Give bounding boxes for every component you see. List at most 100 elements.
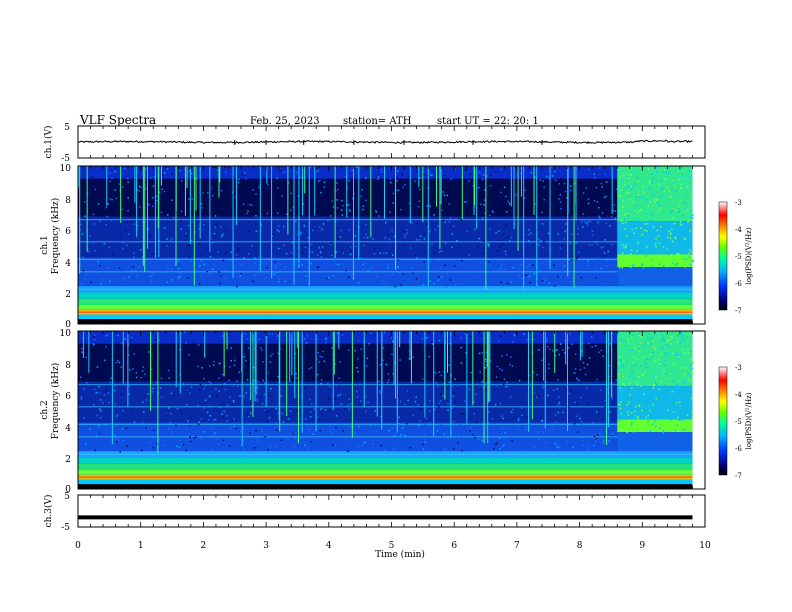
ch1-spec-noise — [518, 275, 521, 277]
ch2-spec-noise — [530, 380, 533, 382]
ch2-spec-late-noise — [654, 382, 656, 384]
ch1-spec-noise — [387, 188, 390, 190]
ch2-spec-noise — [206, 411, 209, 414]
ch2-spec-late-noise — [657, 359, 660, 361]
ch1-spec-late-noise — [685, 239, 688, 242]
ch2-spec-noise — [210, 382, 213, 384]
ch1-spec-late-noise — [682, 167, 684, 169]
ch2-spec-noise — [356, 384, 359, 386]
ch2-spec-noise — [501, 427, 503, 429]
ch1-spec-noise — [123, 276, 125, 279]
ch1-spec-noise — [581, 226, 584, 228]
ch2-spec-noise — [222, 439, 225, 442]
ch1-spec-noise — [500, 168, 502, 171]
ch1-spec-noise — [147, 228, 150, 230]
ch1-spec-late-noise — [644, 259, 646, 262]
ch1-spec-late-noise — [652, 226, 655, 228]
ch2-spec-late-noise — [635, 406, 637, 408]
ch2-spec-noise — [593, 444, 595, 447]
ch2-spec-noise — [412, 356, 415, 358]
ch1-spec-noise — [433, 214, 435, 216]
ch1-spec-noise — [438, 276, 440, 278]
ch1-spec-noise — [497, 269, 499, 272]
ch1-spec-noise — [406, 232, 408, 234]
ch2-spec-noise — [150, 368, 153, 371]
ch2-spec-noise — [564, 347, 566, 349]
ch1-spec-noise — [214, 215, 217, 217]
ch2-spec-late-noise — [629, 375, 631, 377]
ch2-spec-noise — [385, 363, 388, 366]
ch1-spec-noise — [303, 224, 306, 227]
ch1-spec-noise — [349, 210, 351, 212]
ch2-spec-noise — [334, 362, 337, 365]
ch1-spec-noise — [450, 178, 453, 180]
ch2-spec-noise — [435, 372, 437, 374]
ch2-spec-noise — [373, 333, 376, 336]
ch1-spec-late-noise — [617, 212, 620, 215]
ch2-spec-late-noise — [672, 411, 675, 413]
ch1-spec-noise — [484, 189, 486, 191]
ch2-spec-noise — [498, 437, 501, 439]
ch1-spec-noise — [281, 211, 284, 214]
ch2-spec-ytick-0: 0 — [65, 485, 71, 495]
ch2-spec-late-noise — [633, 384, 636, 386]
ch1-spec-late-noise — [655, 166, 657, 168]
ch2-spec-late-noise — [638, 405, 641, 407]
ch1-spec-late-noise — [665, 173, 668, 175]
ch2-spec-noise — [354, 349, 357, 352]
ch1-spec-noise — [419, 177, 421, 179]
ch2-spec-noise — [243, 355, 245, 358]
ch1-spec-late-noise — [688, 249, 691, 251]
ch1-spec-late-noise — [652, 198, 654, 200]
ch1-spec-late-band — [617, 254, 693, 268]
ch1-spec-noise — [155, 195, 158, 198]
ch1-spec-late-noise — [641, 263, 643, 265]
ch2-spec-noise — [270, 446, 272, 448]
ch1-spec-noise — [191, 226, 193, 229]
ch2-spec-noise — [576, 431, 579, 433]
ch2-spec-late-noise — [681, 400, 684, 402]
ch1-spec-noise — [539, 178, 542, 181]
ch1-spec-channel-label: ch.1 — [40, 235, 50, 254]
ch2-spec-noise — [310, 366, 313, 369]
ch2-spec-noise — [253, 392, 255, 395]
ch1-spec-late-noise — [671, 181, 674, 184]
ch2-spec-noise — [188, 389, 190, 391]
ch2-spec-late-noise — [644, 411, 646, 414]
ch1-spec-noise — [198, 282, 201, 285]
ch1-spec-noise — [587, 220, 590, 223]
ch2-spec-noise — [478, 352, 481, 355]
ch1-spec-late-noise — [626, 243, 629, 246]
ch1-spec-noise — [512, 183, 515, 185]
ch2-spec-noise — [130, 340, 132, 342]
ch1-spec-noise — [300, 177, 303, 179]
ch2-spec-late-noise — [670, 371, 673, 374]
ch2-spec-late-noise — [688, 351, 690, 354]
ch2-spec-late-noise — [622, 364, 625, 366]
ch1-spec-noise — [81, 233, 84, 236]
ch2-spec-noise — [610, 382, 612, 385]
ch2-spec-noise — [559, 343, 562, 345]
ch1-spec-late-noise — [655, 245, 657, 248]
ch1-spec-noise — [288, 190, 291, 193]
ch1-spec-noise — [354, 235, 356, 237]
ch2-spec-late-noise — [669, 398, 672, 401]
ch2-spec-late-noise — [648, 358, 651, 361]
ch2-spec-late-noise — [638, 419, 640, 422]
ch2-spec-noise — [555, 421, 558, 423]
ch2-spec-late-noise — [676, 416, 679, 419]
ch1-spec-late-noise — [643, 191, 645, 194]
ch1-spec-noise — [527, 228, 530, 231]
ch1-spec-noise — [334, 259, 336, 261]
ch1-spec-noise — [355, 245, 358, 248]
ch2-spec-noise — [511, 341, 514, 343]
ch2-spec-noise — [222, 345, 224, 348]
ch1-spec-noise — [570, 259, 573, 261]
ch2-spec-noise — [538, 349, 540, 351]
ch2-spec-noise — [386, 397, 389, 399]
ch2-spec-late-noise — [620, 338, 622, 340]
ch2-spec-late-noise — [691, 411, 694, 414]
ch2-spec-noise — [203, 431, 206, 433]
ch1-spec-noise — [275, 218, 278, 221]
ch1-spec-noise — [411, 267, 413, 270]
